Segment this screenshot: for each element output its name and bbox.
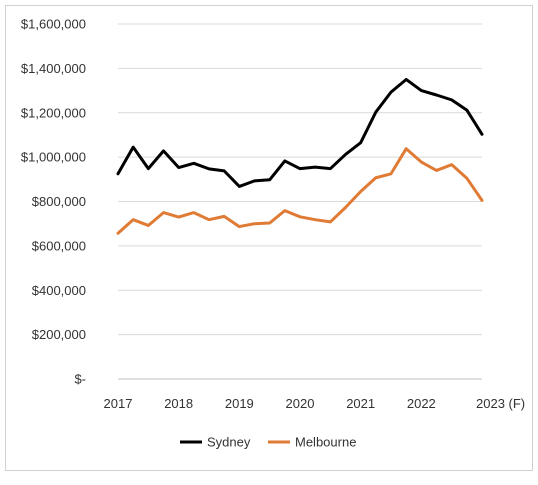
- x-tick-label: 2018: [164, 396, 193, 411]
- x-tick-label: 2023 (F): [476, 396, 525, 411]
- y-tick-label: $1,200,000: [21, 105, 86, 120]
- series-line-melbourne: [116, 147, 484, 235]
- chart-border: [5, 5, 533, 471]
- series-line-sydney: [116, 77, 484, 188]
- x-tick-label: 2019: [225, 396, 254, 411]
- y-tick-label: $1,600,000: [21, 17, 86, 32]
- y-tick-label: $600,000: [32, 238, 86, 253]
- legend: Sydney Melbourne: [180, 435, 356, 450]
- series-lines: [116, 77, 484, 235]
- legend-label-melbourne: Melbourne: [295, 435, 356, 450]
- y-tick-label: $400,000: [32, 283, 86, 298]
- legend-label-sydney: Sydney: [207, 435, 251, 450]
- x-tick-label: 2020: [286, 396, 315, 411]
- x-tick-label: 2022: [407, 396, 436, 411]
- y-tick-label: $1,000,000: [21, 150, 86, 165]
- x-tick-label: 2017: [104, 396, 133, 411]
- axes: $- $200,000 $400,000 $600,000 $800,000 $1,000…: [21, 17, 525, 412]
- x-tick-label: 2021: [346, 396, 375, 411]
- y-tick-label: $-: [74, 372, 86, 387]
- y-tick-label: $800,000: [32, 194, 86, 209]
- y-tick-label: $1,400,000: [21, 61, 86, 76]
- y-tick-label: $200,000: [32, 327, 86, 342]
